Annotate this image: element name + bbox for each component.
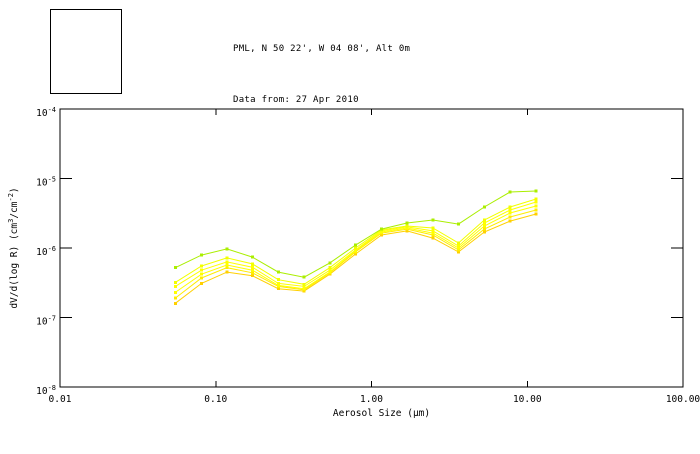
plot-frame	[59, 108, 684, 388]
data-point-marker	[431, 226, 435, 230]
data-point-marker	[250, 271, 254, 275]
data-point-marker	[250, 265, 254, 269]
data-point-marker	[534, 208, 538, 212]
data-point-marker	[328, 268, 332, 272]
data-point-marker	[225, 263, 229, 267]
data-point-marker	[431, 218, 435, 222]
data-point-marker	[482, 218, 486, 222]
data-point-marker	[276, 287, 280, 291]
data-point-marker	[328, 261, 332, 265]
data-point-marker	[225, 260, 229, 264]
legend-box	[50, 9, 122, 94]
data-point-marker	[380, 233, 384, 237]
data-point-marker	[199, 276, 203, 280]
data-point-marker	[482, 205, 486, 209]
data-point-marker	[302, 275, 306, 279]
data-point-marker	[431, 236, 435, 240]
data-point-marker	[302, 287, 306, 291]
y-axis-tick-label: 10-8	[36, 384, 56, 397]
data-point-marker	[250, 262, 254, 266]
data-point-marker	[250, 255, 254, 259]
data-point-marker	[534, 200, 538, 204]
data-point-marker	[302, 284, 306, 288]
data-point-marker	[276, 281, 280, 285]
x-axis-tick-label: 1.00	[360, 394, 383, 405]
data-point-marker	[199, 253, 203, 257]
data-point-marker	[508, 208, 512, 212]
data-point-marker	[225, 266, 229, 270]
data-point-marker	[250, 268, 254, 272]
data-point-marker	[405, 221, 409, 225]
data-point-marker	[534, 189, 538, 193]
data-point-marker	[457, 250, 461, 254]
data-point-marker	[354, 252, 358, 256]
data-point-marker	[482, 221, 486, 225]
data-point-marker	[173, 280, 177, 284]
data-point-marker	[405, 229, 409, 233]
data-point-marker	[508, 215, 512, 219]
x-axis-tick-label: 100.00	[666, 394, 700, 405]
data-series-line	[175, 198, 537, 285]
data-point-marker	[354, 243, 358, 247]
data-point-marker	[534, 204, 538, 208]
y-axis-tick-label: 10-6	[36, 245, 56, 258]
data-point-marker	[534, 197, 538, 201]
data-point-marker	[354, 246, 358, 250]
x-axis-title: Aerosol Size (µm)	[333, 408, 430, 419]
data-point-marker	[173, 290, 177, 294]
data-point-marker	[173, 284, 177, 288]
y-axis-tick-label: 10-7	[36, 315, 56, 328]
data-point-marker	[328, 270, 332, 274]
header-date-line: Data from: 27 Apr 2010	[233, 95, 359, 105]
data-point-marker	[482, 230, 486, 234]
data-point-marker	[457, 241, 461, 245]
data-point-marker	[276, 283, 280, 287]
header-location-line: PML, N 50 22', W 04 08', Alt 0m	[233, 44, 411, 54]
data-point-marker	[276, 278, 280, 282]
data-point-marker	[508, 190, 512, 194]
data-point-marker	[431, 229, 435, 233]
data-point-marker	[199, 268, 203, 272]
data-point-marker	[508, 205, 512, 209]
data-point-marker	[173, 301, 177, 305]
data-point-marker	[457, 244, 461, 248]
data-point-marker	[457, 248, 461, 252]
y-axis-tick-label: 10-5	[36, 176, 56, 189]
data-point-marker	[354, 248, 358, 252]
x-axis-tick-label: 0.10	[204, 394, 227, 405]
data-point-marker	[508, 219, 512, 223]
data-point-marker	[276, 270, 280, 274]
data-point-marker	[405, 224, 409, 228]
x-axis-tick-label: 10.00	[513, 394, 542, 405]
data-point-marker	[225, 270, 229, 274]
data-point-marker	[457, 246, 461, 250]
data-point-marker	[431, 233, 435, 237]
data-point-marker	[457, 222, 461, 226]
y-axis-title: dV/d(log R) (cm3/cm-2)	[7, 187, 20, 308]
data-point-marker	[173, 266, 177, 270]
header: PML, N 50 22', W 04 08', Alt 0m Data fro…	[233, 7, 410, 126]
data-point-marker	[225, 256, 229, 260]
data-point-marker	[534, 212, 538, 216]
data-point-marker	[199, 272, 203, 276]
data-point-marker	[431, 231, 435, 235]
data-point-marker	[482, 227, 486, 231]
data-point-marker	[328, 266, 332, 270]
data-point-marker	[380, 227, 384, 231]
data-point-marker	[508, 211, 512, 215]
data-point-marker	[225, 247, 229, 251]
x-axis-tick-label: 0.01	[49, 394, 72, 405]
data-point-marker	[199, 264, 203, 268]
data-point-marker	[250, 274, 254, 278]
data-point-marker	[199, 281, 203, 285]
data-point-marker	[173, 296, 177, 300]
y-axis-tick-label: 10-4	[36, 106, 56, 119]
data-point-marker	[302, 282, 306, 286]
data-point-marker	[482, 224, 486, 228]
